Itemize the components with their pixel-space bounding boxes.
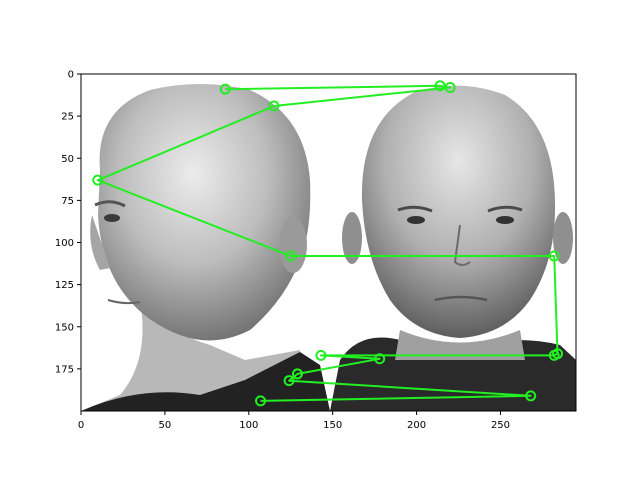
y-tick-label: 100 — [55, 238, 74, 249]
x-tick-label: 50 — [159, 420, 172, 431]
y-tick-label: 175 — [55, 364, 74, 375]
data-point-marker — [525, 390, 537, 402]
y-axis-ticks: 0 25 50 75 100 125 150 175 — [55, 70, 81, 375]
data-point-marker — [268, 100, 280, 112]
y-tick-label: 0 — [68, 70, 74, 81]
data-point-marker — [315, 349, 327, 361]
x-tick-label: 150 — [323, 420, 342, 431]
x-tick-label: 250 — [491, 420, 510, 431]
data-point-marker — [219, 83, 231, 95]
data-point-marker — [285, 250, 297, 262]
data-point-marker — [291, 368, 303, 380]
y-tick-label: 50 — [61, 154, 74, 165]
data-point-marker — [283, 375, 295, 387]
y-tick-label: 25 — [61, 112, 74, 123]
data-point-marker — [255, 395, 267, 407]
y-tick-label: 150 — [55, 322, 74, 333]
data-point-marker — [374, 353, 386, 365]
y-tick-label: 75 — [61, 196, 74, 207]
x-axis-ticks: 0 50 100 150 200 250 — [78, 411, 510, 431]
x-tick-label: 0 — [78, 420, 84, 431]
x-tick-label: 200 — [407, 420, 426, 431]
data-point-marker — [92, 174, 104, 186]
x-tick-label: 100 — [239, 420, 258, 431]
data-point-marker — [434, 80, 446, 92]
y-tick-label: 125 — [55, 280, 74, 291]
data-point-marker — [548, 250, 560, 262]
two-bald-men-portrait-image — [81, 74, 576, 411]
data-point-marker — [548, 349, 560, 361]
data-point-marker — [444, 81, 456, 93]
